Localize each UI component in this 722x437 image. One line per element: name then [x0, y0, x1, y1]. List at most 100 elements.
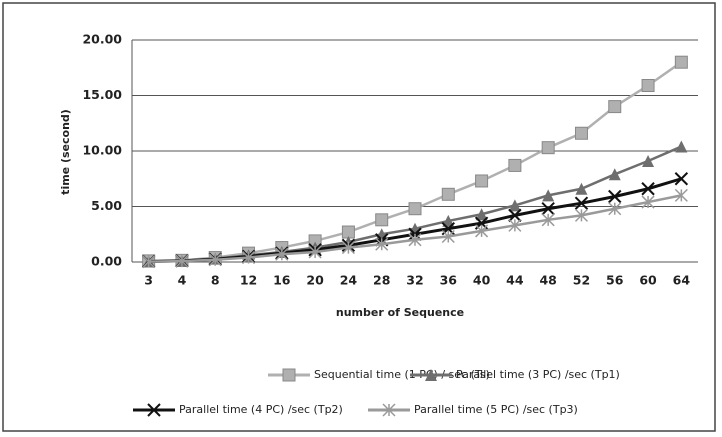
x-tick-label: 20 [306, 273, 324, 288]
marker-shape [541, 141, 555, 155]
marker-shape [408, 233, 422, 247]
marker [674, 188, 688, 202]
marker-shape [508, 199, 521, 212]
marker-shape [308, 245, 322, 259]
marker-shape [241, 251, 256, 265]
y-tick-label: 15.00 [82, 87, 122, 102]
marker [641, 79, 655, 93]
x-tick-label: 64 [673, 273, 691, 288]
marker-shape [641, 79, 655, 93]
marker [241, 251, 256, 265]
marker [608, 189, 622, 204]
marker-shape [142, 255, 156, 269]
marker [574, 196, 589, 210]
marker [608, 202, 622, 216]
chart-frame [2, 2, 716, 432]
y-tick-label: 10.00 [82, 143, 122, 158]
x-tick-label: 12 [240, 273, 257, 288]
x-tick-label: 36 [440, 273, 458, 288]
marker-shape [442, 214, 455, 227]
marker [574, 208, 589, 222]
marker-shape [641, 195, 655, 209]
x-tick-label: 32 [406, 273, 423, 288]
marker-shape [574, 126, 588, 140]
marker [475, 208, 488, 221]
legend-label: Sequential time (1 PC) / sec (Ts) [314, 368, 490, 381]
legend-label: Parallel time (5 PC) /sec (Tp3) [414, 403, 578, 416]
marker-shape [641, 182, 655, 196]
marker-shape [541, 202, 555, 216]
marker [575, 182, 588, 195]
marker [641, 182, 655, 196]
marker-shape [375, 237, 389, 251]
marker-shape [675, 140, 688, 153]
marker [541, 213, 555, 227]
x-tick-label: 8 [211, 273, 220, 288]
marker-shape [508, 218, 522, 232]
marker-shape [341, 241, 355, 255]
marker [541, 202, 555, 216]
marker [208, 253, 222, 267]
y-tick-label: 5.00 [91, 198, 122, 213]
marker-shape [275, 247, 289, 261]
marker [375, 237, 389, 251]
marker [542, 189, 555, 202]
marker [475, 224, 489, 238]
marker-shape [574, 208, 589, 222]
marker [142, 255, 156, 269]
marker-shape [508, 208, 522, 223]
x-tick-label: 56 [606, 273, 624, 288]
marker [475, 174, 489, 188]
marker [441, 229, 455, 244]
marker-shape [674, 172, 689, 186]
marker [282, 368, 296, 382]
marker [275, 247, 289, 261]
marker [574, 126, 588, 140]
legend-label: Parallel time (4 PC) /sec (Tp2) [179, 403, 343, 416]
marker [147, 403, 161, 417]
x-tick-label: 60 [639, 273, 657, 288]
marker-shape [375, 213, 389, 227]
marker-shape [674, 55, 688, 69]
marker-shape [574, 196, 589, 210]
marker-shape [508, 158, 522, 172]
marker-shape [608, 168, 621, 181]
marker [442, 214, 455, 227]
marker-shape [608, 202, 622, 216]
marker-shape [147, 403, 161, 417]
marker-shape [642, 154, 655, 167]
marker [508, 158, 522, 172]
marker-shape [382, 403, 396, 417]
marker [341, 241, 355, 255]
marker [408, 202, 422, 216]
legend-label: Parallel time (3 PC) /sec (Tp1) [456, 368, 620, 381]
marker [675, 140, 688, 153]
marker [608, 100, 622, 114]
x-tick-label: 40 [473, 273, 491, 288]
marker-shape [575, 182, 588, 195]
x-tick-label: 3 [144, 273, 153, 288]
marker [441, 187, 455, 201]
marker [674, 55, 688, 69]
marker [508, 218, 522, 232]
marker-shape [208, 253, 222, 267]
marker [408, 233, 422, 247]
x-tick-label: 44 [506, 273, 524, 288]
marker [175, 254, 189, 268]
x-tick-label: 24 [340, 273, 358, 288]
marker-shape [674, 188, 688, 202]
marker [541, 141, 555, 155]
marker-shape [425, 369, 437, 381]
y-axis-title: time (second) [59, 109, 72, 195]
marker-shape [608, 100, 622, 114]
y-tick-label: 20.00 [82, 32, 122, 47]
marker [608, 168, 621, 181]
marker [382, 403, 396, 417]
y-tick-label: 0.00 [91, 254, 122, 269]
marker [425, 369, 437, 381]
marker-shape [475, 208, 488, 221]
marker-shape [608, 189, 622, 204]
marker-shape [475, 174, 489, 188]
marker-shape [475, 224, 489, 238]
marker-shape [542, 189, 555, 202]
